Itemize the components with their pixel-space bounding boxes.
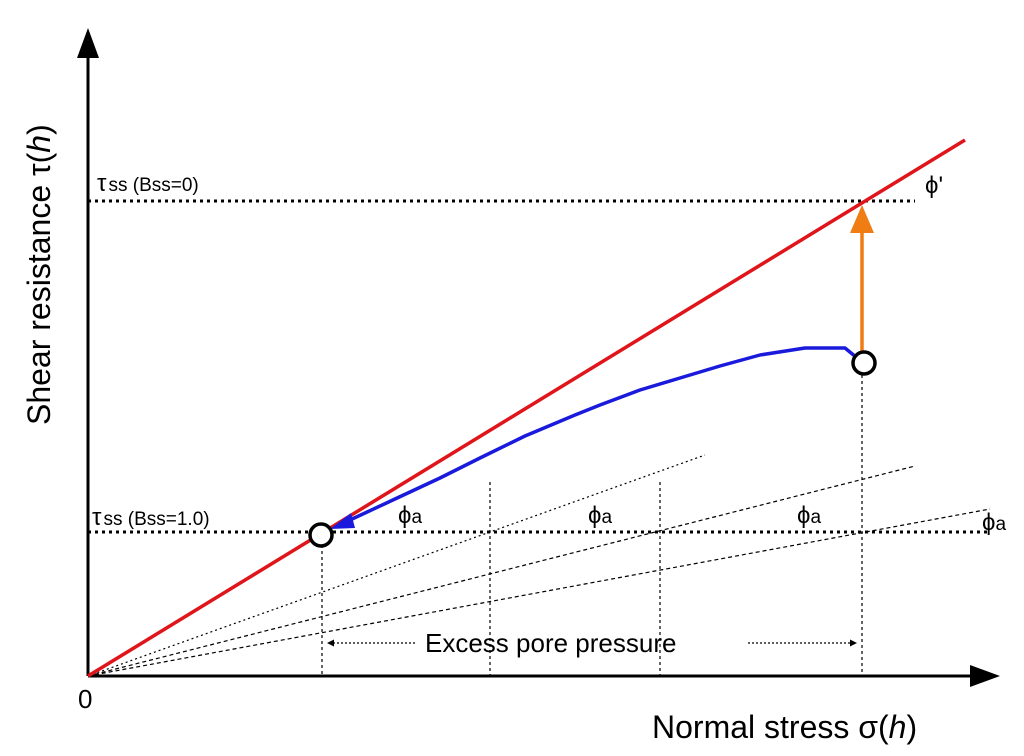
y-axis-arrowhead xyxy=(77,28,99,58)
excess-pore-pressure-label: Excess pore pressure xyxy=(425,628,676,658)
phi-a-line-3 xyxy=(87,508,991,677)
phi-a-label-3: ϕa xyxy=(797,502,821,529)
initial-state-circle xyxy=(851,350,877,376)
phi-a-label-2: ϕa xyxy=(588,502,612,529)
y-axis-title: Shear resistance τ(h) xyxy=(21,124,57,425)
phi-a-line-2 xyxy=(87,465,916,677)
failure-envelope-line xyxy=(87,138,966,678)
phi-a-label-4: ϕa xyxy=(982,509,1006,536)
stress-path-arrowhead xyxy=(330,513,355,529)
phi-a-line-1 xyxy=(87,454,706,677)
x-axis-title: Normal stress σ(h) xyxy=(652,709,917,745)
tau-ss-b1-label: τ ss (Bss=1.0) xyxy=(92,504,210,531)
stress-path-curve xyxy=(349,346,864,522)
phi-a-label-1: ϕa xyxy=(398,502,422,529)
tau-ss-b0-label: τ ss (Bss=0) xyxy=(97,170,199,197)
origin-label: 0 xyxy=(78,684,92,714)
phi-prime-label: ϕ' xyxy=(925,172,943,199)
final-state-circle xyxy=(308,522,334,548)
uplift-arrowhead xyxy=(850,205,874,233)
x-axis-arrowhead xyxy=(970,665,1000,687)
